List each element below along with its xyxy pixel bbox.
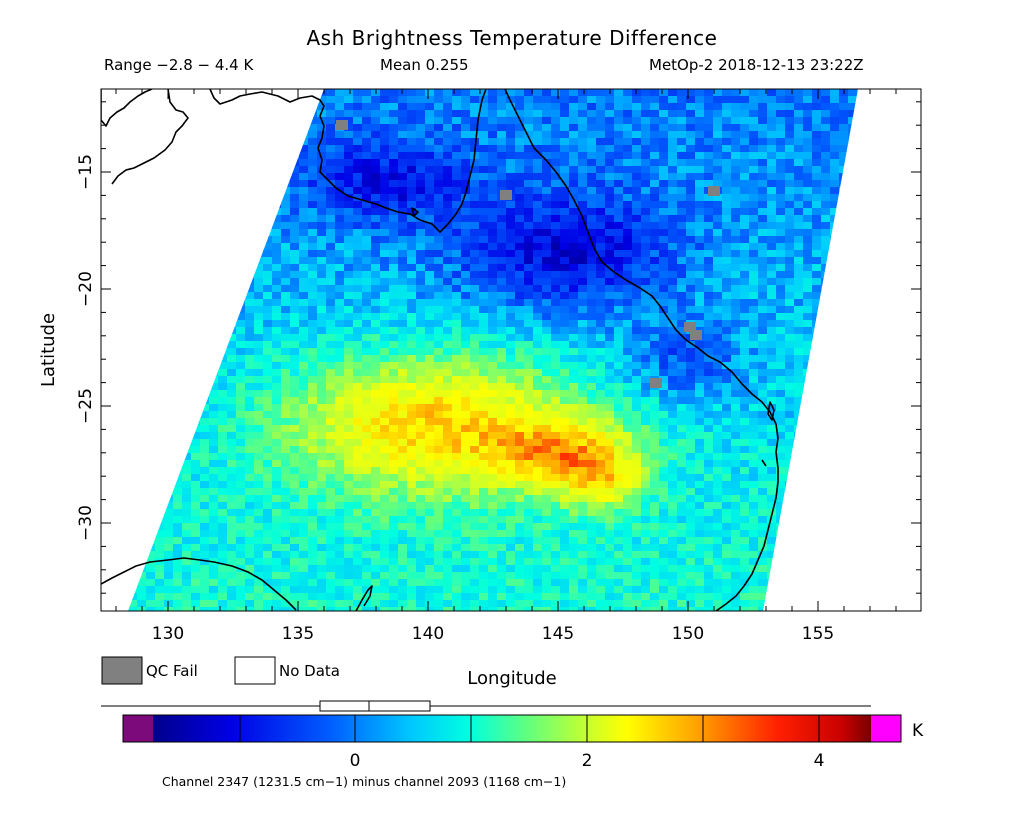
y-tick-minus15: −15: [76, 154, 96, 190]
no-data-label: No Data: [279, 662, 340, 680]
qc-fail-swatch: [101, 656, 143, 685]
x-tick-labels: 130 135 140 145 150 155: [152, 624, 834, 644]
y-tick-minus30: −30: [76, 505, 96, 541]
mean-label: Mean 0.255: [380, 56, 469, 74]
colorbar-tick-4: 4: [814, 751, 825, 771]
x-axis-title: Longitude: [467, 668, 557, 689]
y-axis-title: Latitude: [38, 313, 59, 387]
qc-fail-label: QC Fail: [146, 662, 198, 680]
channel-footnote: Channel 2347 (1231.5 cm−1) minus channel…: [162, 774, 566, 789]
colorbar-unit: K: [912, 721, 924, 741]
x-tick-130: 130: [152, 624, 184, 644]
colorbar-low-out: [123, 715, 153, 742]
colorbar-tick-0: 0: [350, 751, 361, 771]
chart-title: Ash Brightness Temperature Difference: [306, 26, 718, 50]
colorbar-ticks: [239, 715, 820, 742]
x-tick-140: 140: [412, 624, 444, 644]
x-tick-155: 155: [802, 624, 834, 644]
satellite-time-label: MetOp-2 2018-12-13 23:22Z: [649, 56, 864, 74]
x-tick-145: 145: [542, 624, 574, 644]
colorbar-high-out: [871, 715, 901, 742]
y-tick-minus25: −25: [76, 388, 96, 424]
distribution-box: [319, 700, 431, 712]
no-data-swatch: [234, 656, 276, 685]
colorbar-frame: [122, 714, 902, 743]
range-label: Range −2.8 − 4.4 K: [104, 56, 254, 74]
axis-ticks: [101, 89, 921, 611]
y-tick-labels: −15 −20 −25 −30: [76, 154, 96, 541]
x-tick-135: 135: [282, 624, 314, 644]
coastline: [101, 89, 779, 611]
colorbar: [153, 715, 871, 742]
plot-frame: [100, 88, 922, 612]
x-tick-150: 150: [672, 624, 704, 644]
colorbar-tick-2: 2: [582, 751, 593, 771]
y-tick-minus20: −20: [76, 271, 96, 307]
